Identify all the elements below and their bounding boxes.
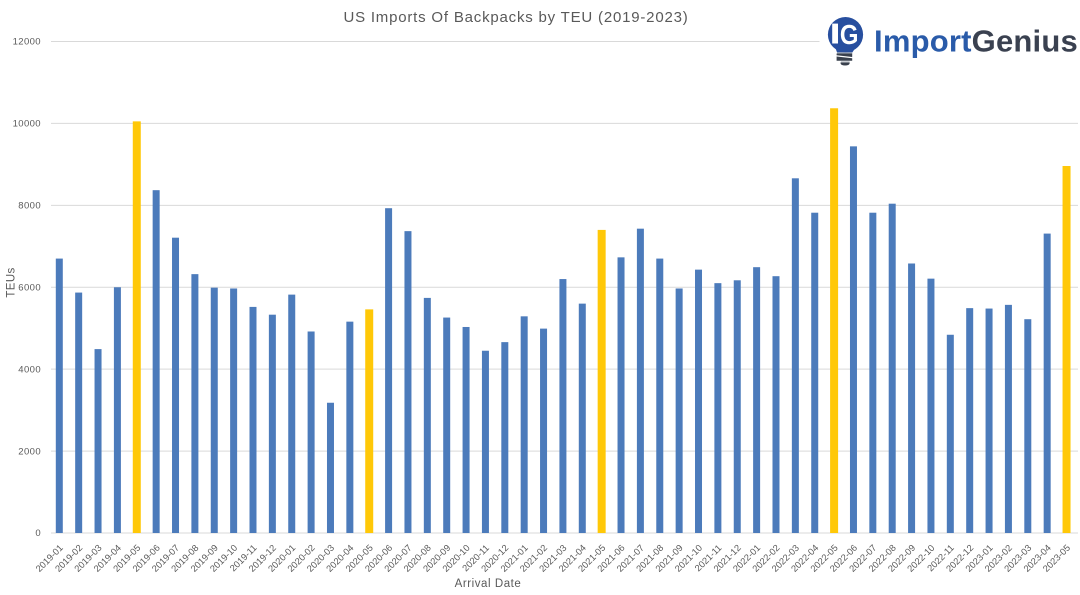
svg-text:G: G bbox=[840, 18, 859, 50]
svg-text:8000: 8000 bbox=[18, 201, 41, 212]
svg-text:6000: 6000 bbox=[18, 282, 41, 293]
svg-text:4000: 4000 bbox=[18, 364, 41, 375]
svg-text:12000: 12000 bbox=[13, 37, 41, 48]
svg-text:Arrival Date: Arrival Date bbox=[455, 578, 522, 590]
svg-text:ImportGenius: ImportGenius bbox=[874, 23, 1078, 58]
svg-text:0: 0 bbox=[35, 528, 41, 539]
svg-text:TEUs: TEUs bbox=[6, 267, 18, 297]
svg-text:10000: 10000 bbox=[13, 119, 41, 130]
svg-text:US Imports Of Backpacks by TEU: US Imports Of Backpacks by TEU (2019-202… bbox=[343, 9, 688, 26]
svg-text:2000: 2000 bbox=[18, 446, 41, 457]
